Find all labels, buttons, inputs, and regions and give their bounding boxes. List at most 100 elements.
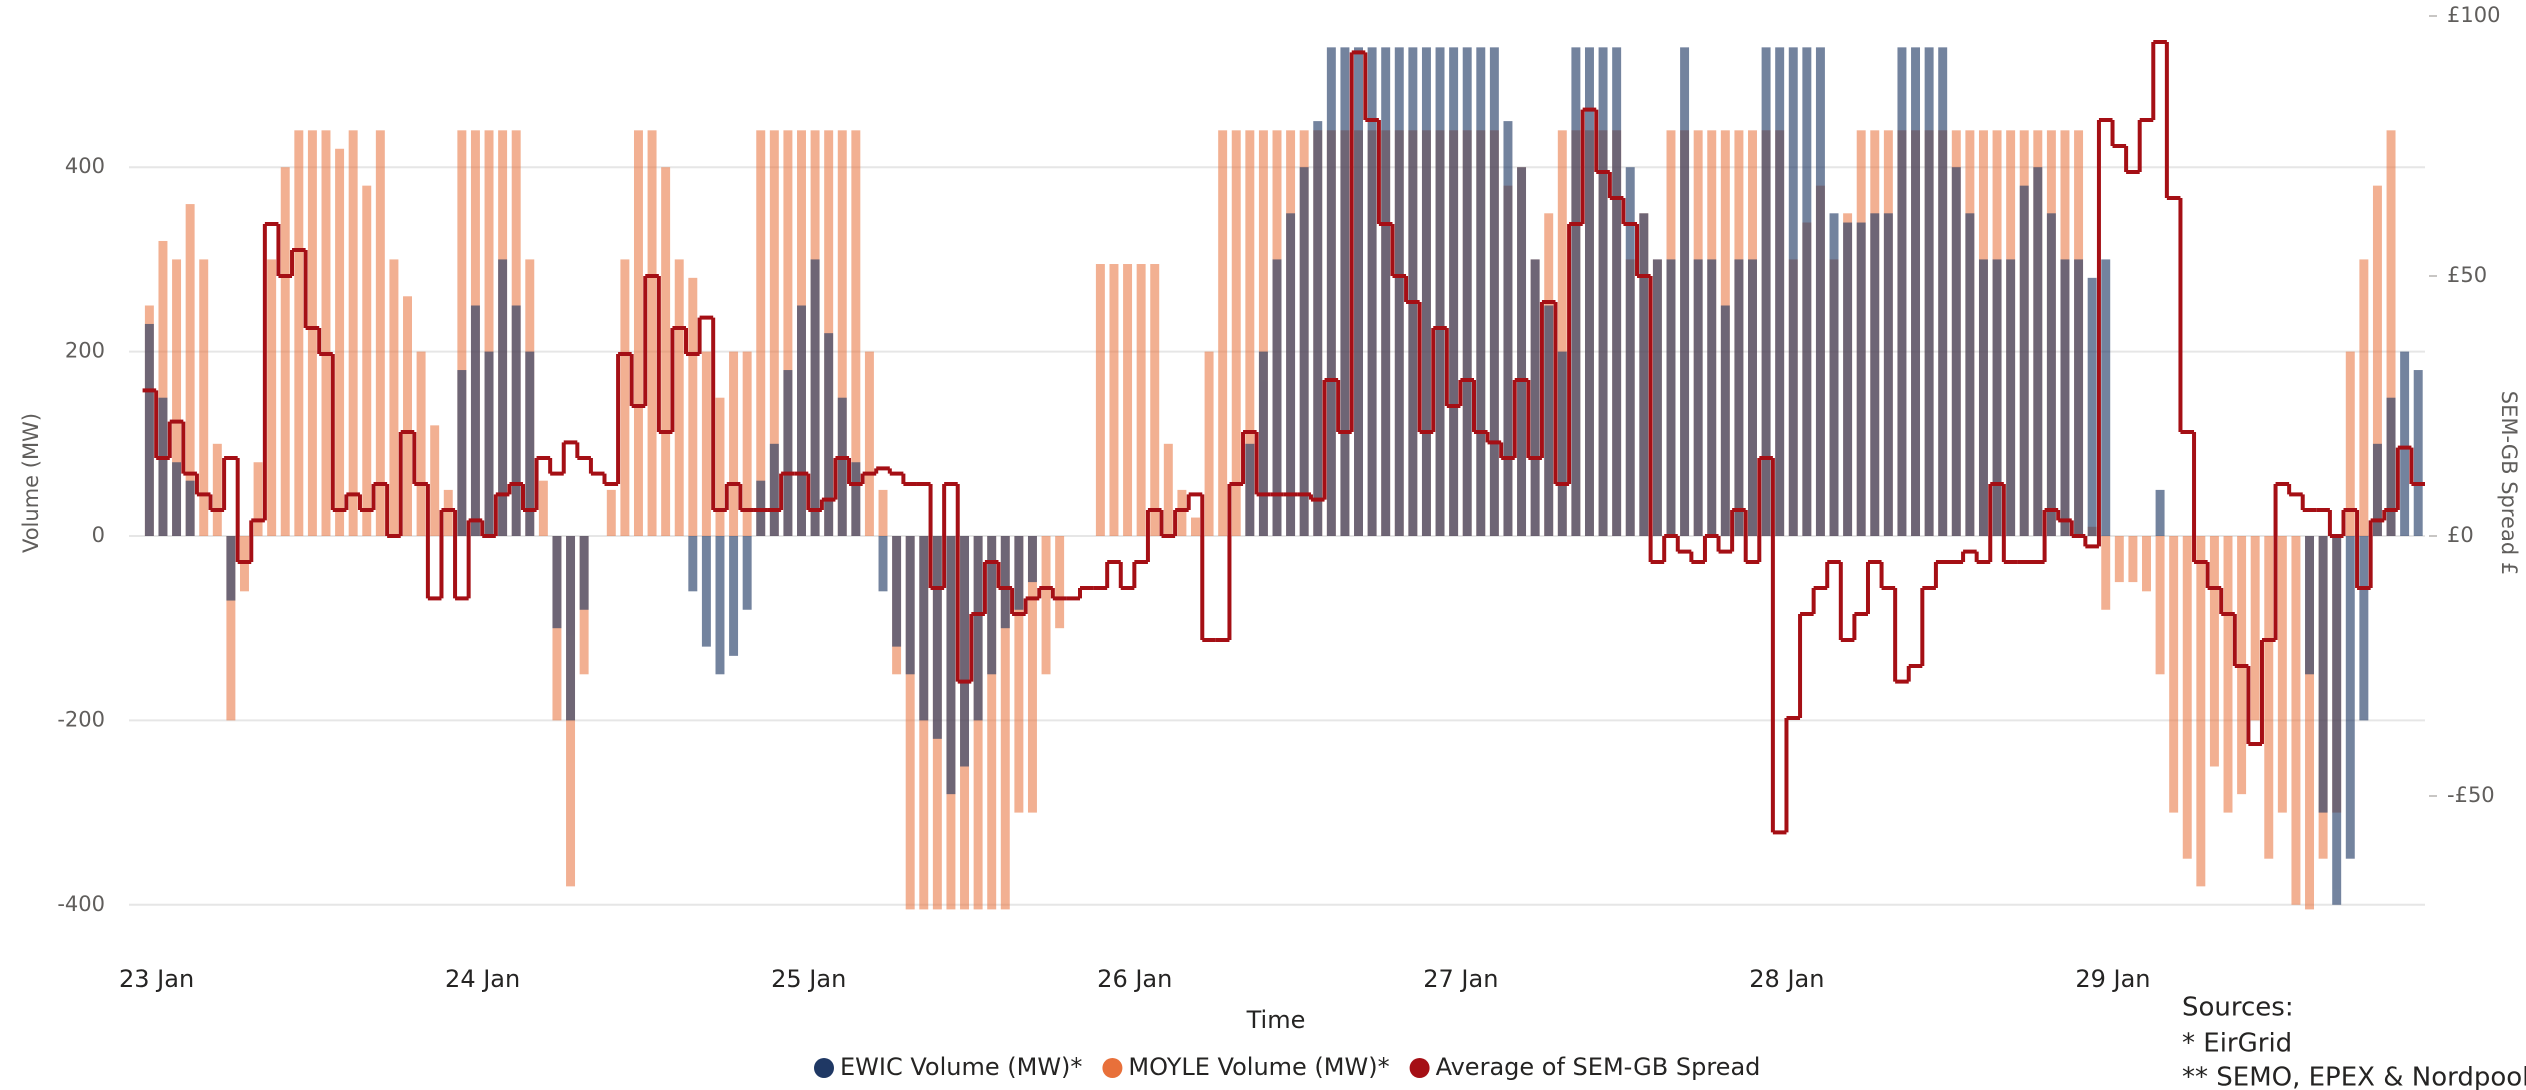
bar [2264,536,2274,859]
bar [348,130,358,537]
y2-tick-label: £100 [2447,3,2500,27]
bar [2291,536,2301,905]
bar [715,397,725,536]
bar [1612,47,1622,536]
x-tick-label: 27 Jan [1423,965,1498,993]
bar [2345,351,2355,536]
bar [1639,213,1649,536]
legend-item[interactable]: MOYLE Volume (MW)* [1102,1053,1390,1081]
bar [1000,536,1010,910]
bar [2155,489,2165,536]
bar [430,425,440,536]
bar [1245,130,1255,537]
bar [579,536,589,610]
bar [1435,47,1445,536]
bar [1286,213,1296,536]
bar [892,536,902,647]
bar [226,536,236,601]
bar [457,130,467,537]
bar [1449,47,1459,536]
bar [185,204,195,536]
bar [1856,222,1866,536]
bar [701,351,711,536]
bar [1707,259,1717,536]
bar [1245,443,1255,536]
bar [2400,351,2410,536]
bar [1666,259,1676,536]
bar [158,240,168,536]
bar [1924,47,1934,536]
bar [620,259,630,536]
bar [1313,121,1323,536]
bar [1408,47,1418,536]
bar [1911,47,1921,536]
bar [498,259,508,536]
bar [2305,536,2315,675]
bar [688,536,698,592]
bar [1829,213,1839,536]
bar [1177,489,1187,536]
y-axis-title: Volume (MW) [19,413,43,553]
bar [2209,536,2219,767]
bar [905,536,915,675]
bar [633,130,643,537]
legend-label: MOYLE Volume (MW)* [1128,1053,1389,1081]
bar [837,130,847,537]
bar [2128,536,2138,583]
bar [2372,443,2382,536]
bar [403,296,412,536]
y-tick-label: -400 [57,892,105,916]
bar [647,130,657,537]
bar [2318,536,2328,813]
legend-item[interactable]: Average of SEM-GB Spread [1409,1053,1761,1081]
y-tick-label: 200 [65,339,105,363]
step-line [142,40,2425,835]
bar [769,130,779,537]
bar [1191,517,1200,536]
bar [2372,185,2382,536]
bar [810,259,820,536]
bar [851,462,861,536]
bar [1095,264,1105,536]
bar [226,536,236,721]
bar [756,130,766,537]
bar [566,536,576,721]
legend-marker [1409,1058,1430,1078]
bar-series [144,47,2423,905]
y2-tick-label: £0 [2447,523,2474,547]
bar [2074,259,2084,536]
bar [389,259,399,536]
bar [2087,277,2097,536]
bar [416,351,426,536]
bar [158,397,168,536]
bar [783,130,793,537]
bar [1883,213,1893,536]
bar [729,536,739,656]
bar [172,259,182,536]
bar [2223,536,2233,813]
bar [1027,536,1037,813]
bar [1394,47,1404,536]
bar [307,130,317,537]
bar [729,351,739,536]
bar [1992,259,2002,536]
legend-label: EWIC Volume (MW)* [840,1053,1082,1081]
bar [1761,47,1771,536]
bar [1517,167,1527,536]
y2-tick-label: -£50 [2447,783,2495,807]
bar [1680,47,1690,536]
y2-axis-title: SEM-GB Spread £ [2497,391,2521,575]
legend-item[interactable]: EWIC Volume (MW)* [814,1053,1082,1081]
bar [253,462,263,536]
bar [552,536,562,629]
y-tick-label: -200 [57,707,105,731]
bar [2101,536,2111,610]
bar [1204,351,1214,536]
bar [2046,213,2056,536]
bar [701,536,711,647]
legend-label: Average of SEM-GB Spread [1436,1053,1761,1081]
bar [511,305,521,536]
x-tick-label: 25 Jan [771,965,846,993]
bar [144,323,154,536]
